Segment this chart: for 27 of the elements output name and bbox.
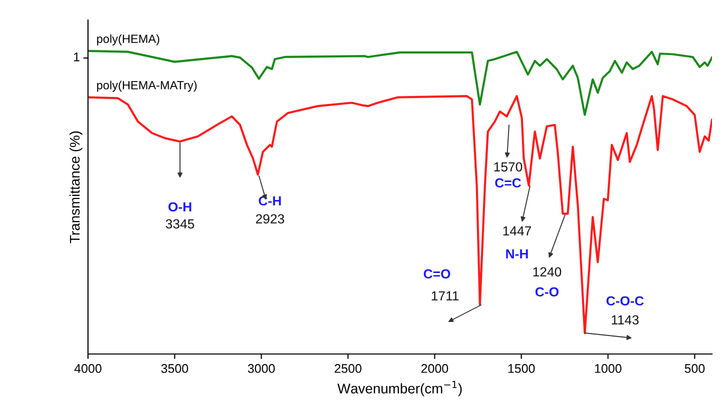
annotation: 2923 bbox=[256, 214, 284, 224]
annotation: 1570 bbox=[494, 162, 522, 172]
y-axis-title: Transmittance (%) bbox=[69, 131, 82, 244]
x-tick-label: 1000 bbox=[595, 364, 622, 373]
annotation: 1240 bbox=[533, 267, 562, 277]
x-tick-label: 1500 bbox=[508, 364, 535, 373]
x-tick-label: 2000 bbox=[421, 364, 448, 373]
annotation: 1711 bbox=[432, 291, 459, 300]
annotation: N-H bbox=[506, 249, 528, 258]
x-axis-title: Wavenumber(cm$^{−1}$) bbox=[337, 380, 462, 396]
annotation: 1143 bbox=[612, 315, 639, 325]
annotation: C=C bbox=[495, 178, 522, 188]
series-label: poly(HEMA) bbox=[97, 34, 160, 46]
annotation: 3345 bbox=[166, 219, 194, 229]
series-label: poly(HEMA-MATry) bbox=[97, 80, 197, 92]
annotation: C-O bbox=[535, 287, 559, 297]
x-tick-label: 3000 bbox=[248, 364, 275, 373]
annotation: O-H bbox=[168, 202, 192, 212]
text: 1 bbox=[74, 52, 80, 62]
x-tick-label: 3500 bbox=[161, 364, 188, 373]
x-tick-label: 2500 bbox=[334, 364, 362, 373]
annotation: C-O-C bbox=[606, 296, 644, 306]
annotation: C=O bbox=[424, 269, 450, 279]
x-tick-label: 500 bbox=[684, 364, 705, 373]
x-tick-label: 4000 bbox=[74, 364, 102, 373]
annotation: C-H bbox=[258, 196, 281, 206]
annotation: 1447 bbox=[503, 226, 532, 236]
